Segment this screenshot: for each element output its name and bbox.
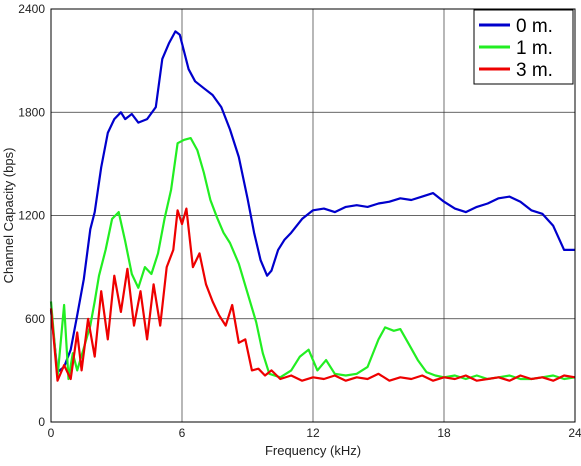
y-tick-label: 2400 (18, 2, 45, 16)
plot-frame (50, 8, 576, 423)
series-lines (49, 30, 576, 382)
y-tick-label: 0 (38, 415, 45, 429)
x-tick-label: 24 (568, 426, 581, 440)
y-axis-label: Channel Capacity (bps) (1, 148, 16, 284)
series-line-1 (49, 137, 576, 381)
x-tick-label: 18 (437, 426, 451, 440)
legend-label: 3 m. (516, 60, 553, 81)
x-tick-label: 12 (306, 426, 320, 440)
series-line-0 (49, 30, 575, 374)
x-axis-label: Frequency (kHz) (265, 443, 361, 458)
y-tick-label: 1800 (18, 105, 45, 119)
legend: 0 m.1 m.3 m. (473, 9, 574, 85)
x-tick-labels: 0 6 12 18 24 (48, 426, 581, 440)
legend-label: 1 m. (516, 38, 553, 59)
y-tick-labels: 0 600 1200 1800 2400 (18, 2, 45, 429)
y-tick-label: 600 (25, 312, 45, 326)
y-tick-label: 1200 (18, 209, 45, 223)
x-tick-label: 0 (48, 426, 55, 440)
x-tick-label: 6 (179, 426, 186, 440)
legend-label: 0 m. (516, 16, 553, 37)
series-line-2 (49, 207, 576, 382)
